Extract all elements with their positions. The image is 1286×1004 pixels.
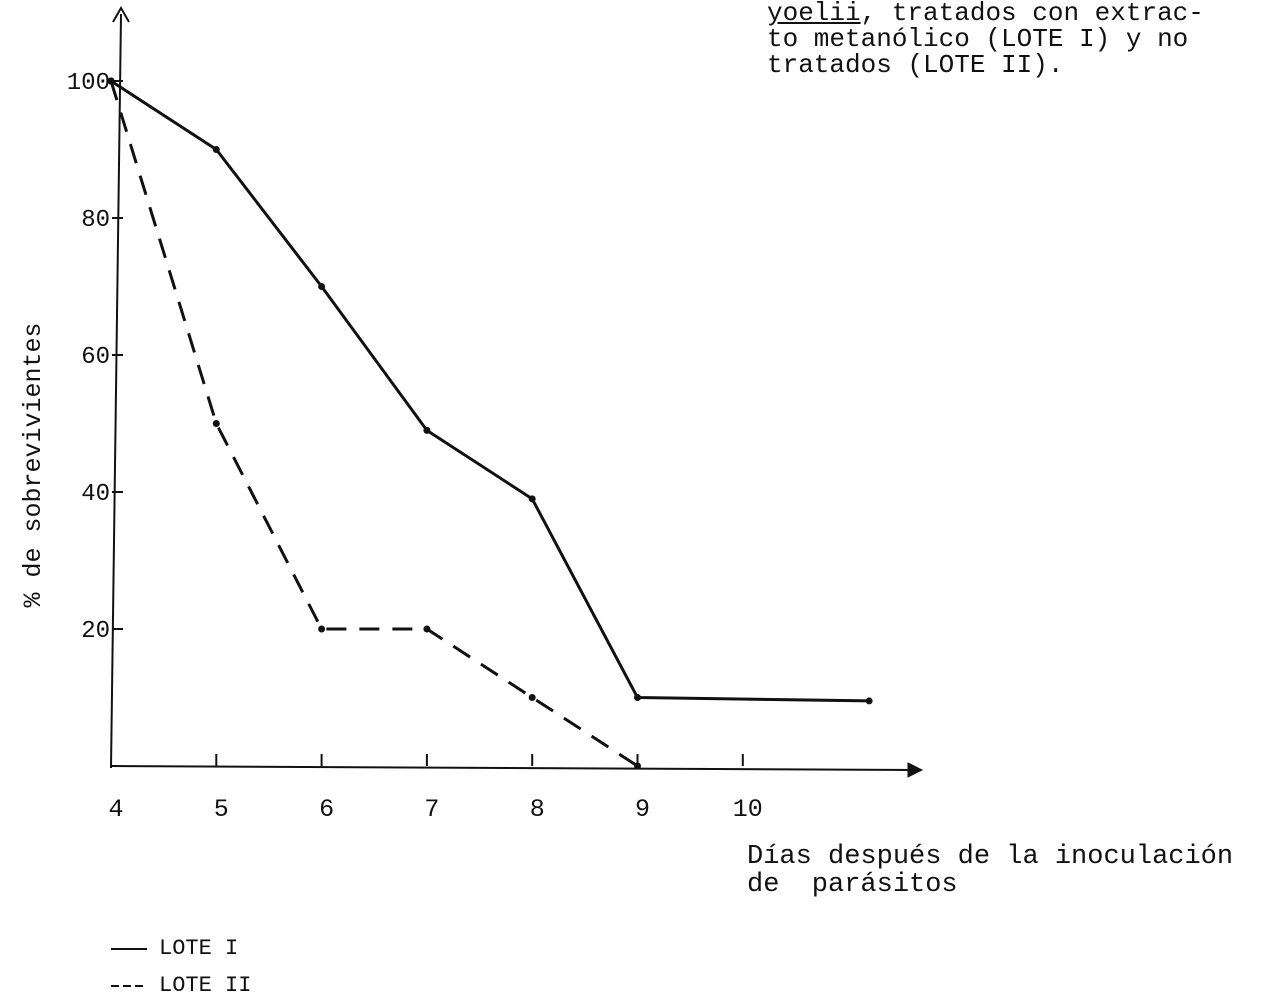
caption-line1-rest: , tratados con extrac- bbox=[860, 0, 1204, 28]
x-axis-arrow bbox=[907, 762, 924, 778]
x-axis-line bbox=[110, 765, 919, 771]
x-tick-label-4: 4 bbox=[108, 795, 123, 824]
point-lote-ii-5 bbox=[212, 420, 220, 427]
caption-line3: tratados (LOTE II). bbox=[767, 50, 1064, 80]
x-tick-label-8: 8 bbox=[530, 795, 545, 824]
y-ticks: 20 40 60 80 100 bbox=[67, 70, 123, 645]
y-tick-label-100: 100 bbox=[67, 70, 110, 97]
point-lote-i-5 bbox=[212, 146, 220, 153]
y-tick-label-40: 40 bbox=[81, 481, 110, 508]
y-tick-label-60: 60 bbox=[81, 344, 110, 371]
point-lote-ii-7 bbox=[423, 625, 431, 633]
x-tick-label-9: 9 bbox=[635, 795, 650, 824]
point-lote-i-8 bbox=[528, 495, 536, 503]
x-tick-label-10: 10 bbox=[733, 795, 763, 824]
series-line-lote-ii bbox=[109, 80, 639, 768]
x-tick-label-6: 6 bbox=[319, 795, 334, 824]
figure-caption: yoelii, tratados con extrac- to metanóli… bbox=[767, 0, 1282, 78]
legend-solid-line-icon bbox=[111, 947, 147, 950]
legend: LOTE I LOTE II bbox=[109, 930, 251, 1004]
point-lote-i-7 bbox=[423, 426, 431, 434]
x-axis-label-line1: Días después de la inoculación bbox=[747, 842, 1234, 872]
y-tick-label-80: 80 bbox=[81, 207, 110, 234]
point-lote-ii-6 bbox=[318, 625, 326, 633]
x-ticks: 4 5 6 7 8 9 10 bbox=[108, 754, 763, 824]
legend-item-lote-i: LOTE I bbox=[109, 930, 251, 967]
y-tick-label-20: 20 bbox=[81, 618, 110, 645]
legend-item-lote-ii: LOTE II bbox=[109, 967, 251, 1004]
axes bbox=[110, 5, 924, 778]
point-lote-i-9 bbox=[634, 694, 641, 701]
series-line-lote-i bbox=[110, 79, 870, 703]
point-lote-ii-4 bbox=[107, 77, 115, 85]
series bbox=[107, 77, 873, 770]
x-axis-label-line2: de parásitos bbox=[747, 870, 958, 900]
caption-line2: to metanólico (LOTE I) y no bbox=[767, 24, 1189, 54]
point-lote-ii-9 bbox=[634, 762, 641, 770]
point-lote-ii-8 bbox=[528, 694, 536, 701]
legend-dashed-line-icon bbox=[111, 984, 147, 987]
point-lote-i-6 bbox=[318, 283, 326, 290]
caption-species: yoelii bbox=[767, 0, 861, 28]
point-lote-i-11.2 bbox=[865, 697, 873, 705]
y-axis-arrow bbox=[112, 5, 130, 23]
x-axis-label: Días después de la inoculación de parási… bbox=[747, 843, 1233, 899]
x-tick-label-5: 5 bbox=[214, 795, 229, 824]
y-axis-label: % de sobrevivientes bbox=[19, 322, 48, 607]
x-tick-label-7: 7 bbox=[424, 795, 439, 824]
y-axis-line bbox=[110, 13, 122, 769]
legend-label-lote-i: LOTE I bbox=[159, 936, 239, 961]
legend-label-lote-ii: LOTE II bbox=[159, 973, 252, 998]
